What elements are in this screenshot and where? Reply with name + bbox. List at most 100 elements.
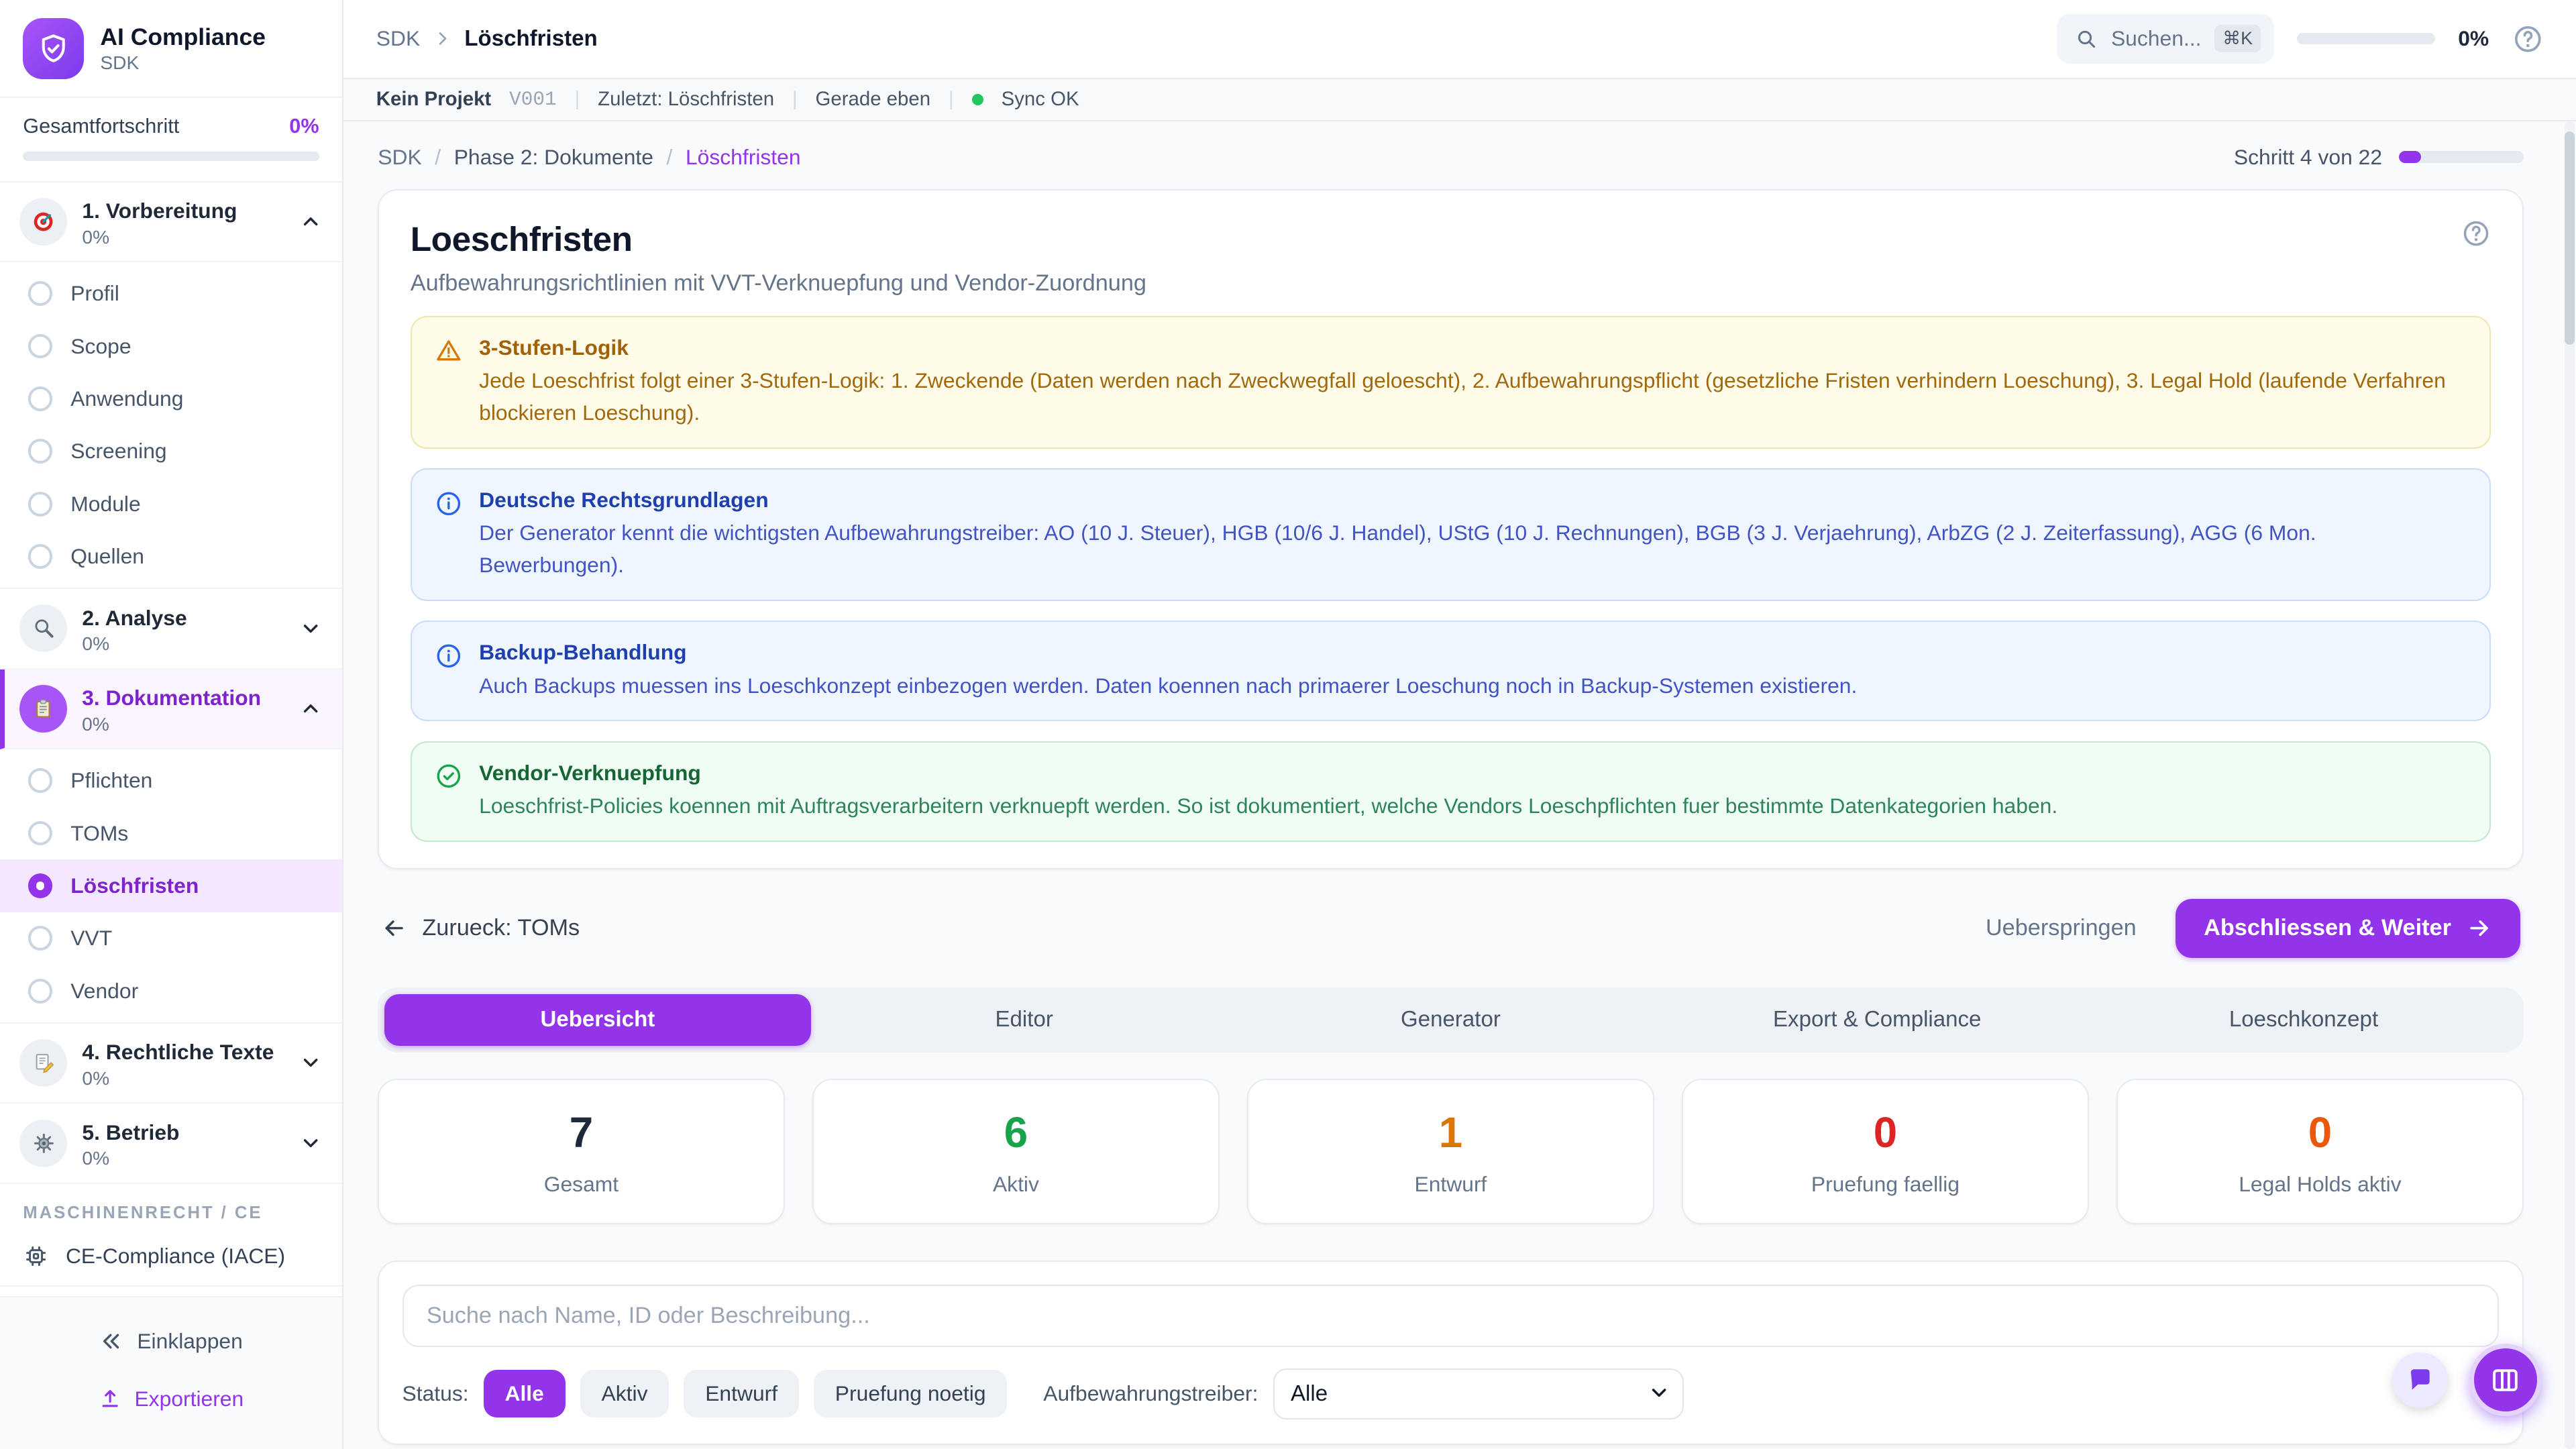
stat-value: 0 bbox=[1873, 1108, 1898, 1157]
sidebar-item-label: Scope bbox=[70, 333, 131, 358]
back-button[interactable]: Zurueck: TOMs bbox=[381, 915, 580, 941]
memo-pencil-icon bbox=[19, 1039, 68, 1087]
magnifier-icon bbox=[19, 604, 68, 653]
export-button[interactable]: Exportieren bbox=[16, 1375, 325, 1423]
section-label: 4. Rechtliche Texte bbox=[82, 1040, 274, 1065]
step-status-icon bbox=[28, 768, 53, 794]
sidebar-item-scope[interactable]: Scope bbox=[0, 320, 342, 372]
stat-value: 1 bbox=[1438, 1108, 1463, 1157]
stat-entwurf: 1 Entwurf bbox=[1247, 1078, 1654, 1224]
step-progress: Schritt 4 von 22 bbox=[2234, 145, 2524, 170]
policy-search-input[interactable] bbox=[402, 1284, 2500, 1347]
sync-status-dot bbox=[971, 93, 983, 105]
tab-uebersicht[interactable]: Uebersicht bbox=[384, 994, 811, 1046]
sidebar-item-loeschfristen[interactable]: Löschfristen bbox=[0, 859, 342, 912]
filter-row: Status: Alle Aktiv Entwurf Pruefung noet… bbox=[402, 1368, 2500, 1419]
shield-check-icon bbox=[23, 17, 84, 79]
driver-select[interactable]: Alle bbox=[1273, 1368, 1684, 1419]
status-chip-alle[interactable]: Alle bbox=[483, 1370, 566, 1418]
warning-triangle-icon bbox=[435, 337, 463, 429]
crumb-phase[interactable]: Phase 2: Dokumente bbox=[453, 144, 653, 169]
chat-assistant-button[interactable] bbox=[2392, 1352, 2448, 1408]
help-icon[interactable] bbox=[2461, 219, 2491, 248]
export-label: Exportieren bbox=[134, 1386, 244, 1411]
alert-title: Deutsche Rechtsgrundlagen bbox=[479, 488, 769, 513]
chat-bubble-icon bbox=[2406, 1366, 2434, 1394]
step-label: Schritt 4 von 22 bbox=[2233, 144, 2383, 169]
separator: / bbox=[435, 144, 441, 169]
last-step-label: Zuletzt: Löschfristen bbox=[598, 88, 775, 111]
section-label: 3. Dokumentation bbox=[82, 686, 262, 710]
alert-title: 3-Stufen-Logik bbox=[479, 335, 629, 360]
back-label: Zurueck: TOMs bbox=[422, 915, 580, 941]
alert-text: Auch Backups muessen ins Loeschkonzept e… bbox=[479, 673, 1858, 698]
stat-gesamt: 7 Gesamt bbox=[378, 1078, 785, 1224]
page-head: SDK / Phase 2: Dokumente / Löschfristen … bbox=[378, 144, 2524, 170]
driver-select-wrap: Alle bbox=[1273, 1368, 1684, 1419]
sidebar-section-analyse[interactable]: 2. Analyse 0% bbox=[0, 589, 342, 669]
step-status-icon bbox=[28, 439, 53, 464]
stat-label: Legal Holds aktiv bbox=[2239, 1171, 2402, 1196]
tab-editor[interactable]: Editor bbox=[995, 1007, 1053, 1032]
sidebar-item-toms[interactable]: TOMs bbox=[0, 807, 342, 859]
status-chip-aktiv[interactable]: Aktiv bbox=[580, 1370, 669, 1418]
step-status-icon bbox=[28, 281, 53, 307]
sidebar-section-vorbereitung[interactable]: 1. Vorbereitung 0% bbox=[0, 182, 342, 263]
sidebar-section-rechtliche-texte[interactable]: 4. Rechtliche Texte 0% bbox=[0, 1024, 342, 1104]
page-title: Loeschfristen bbox=[410, 219, 633, 258]
project-label: Kein Projekt bbox=[376, 88, 492, 111]
search-placeholder: Suchen... bbox=[2110, 26, 2202, 51]
section-items: Pflichten TOMs Löschfristen VVT Vendor bbox=[0, 749, 342, 1024]
sidebar-item-label: Vendor bbox=[70, 978, 139, 1003]
sidebar-item-ce-compliance[interactable]: CE-Compliance (IACE) bbox=[0, 1230, 342, 1287]
status-chip-pruefung-noetig[interactable]: Pruefung noetig bbox=[813, 1370, 1008, 1418]
app-logo: AI Compliance SDK bbox=[0, 0, 342, 99]
global-progress-bar bbox=[2297, 33, 2435, 45]
sidebar-item-label: Profil bbox=[70, 281, 119, 306]
sidebar-item-module[interactable]: Module bbox=[0, 478, 342, 530]
complete-next-button[interactable]: Abschliessen & Weiter bbox=[2176, 898, 2520, 958]
alert-warning: 3-Stufen-Logik Jede Loeschfrist folgt ei… bbox=[410, 316, 2491, 449]
breadcrumb: SDK Löschfristen bbox=[376, 26, 598, 52]
section-label: 2. Analyse bbox=[82, 605, 187, 630]
sync-status-label: Sync OK bbox=[1001, 88, 1079, 111]
app-title: AI Compliance bbox=[100, 23, 266, 50]
section-progress: 0% bbox=[82, 1148, 110, 1169]
sidebar-item-label: Anwendung bbox=[70, 386, 184, 411]
sidebar-item-pflichten[interactable]: Pflichten bbox=[0, 755, 342, 807]
tab-export-compliance[interactable]: Export & Compliance bbox=[1773, 1007, 1982, 1032]
intro-card: Loeschfristen Aufbewahrungsrichtlinien m… bbox=[378, 189, 2524, 869]
tab-generator[interactable]: Generator bbox=[1401, 1007, 1501, 1032]
sidebar-item-label: Module bbox=[70, 491, 141, 516]
skip-button[interactable]: Ueberspringen bbox=[1985, 915, 2137, 941]
global-search-button[interactable]: Suchen... ⌘K bbox=[2057, 14, 2274, 64]
sidebar-item-quellen[interactable]: Quellen bbox=[0, 530, 342, 582]
section-label: 1. Vorbereitung bbox=[82, 199, 237, 223]
main-area: SDK Löschfristen Suchen... ⌘K 0% Kein Pr… bbox=[343, 0, 2576, 1449]
sidebar-item-profil[interactable]: Profil bbox=[0, 268, 342, 320]
sidebar: AI Compliance SDK Gesamtfortschritt 0% 1… bbox=[0, 0, 343, 1449]
topbar: SDK Löschfristen Suchen... ⌘K 0% bbox=[343, 0, 2576, 79]
panel-toggle-button[interactable] bbox=[2469, 1344, 2542, 1417]
breadcrumb-root[interactable]: SDK bbox=[376, 26, 421, 51]
global-progress-value: 0% bbox=[2458, 26, 2489, 51]
scrollbar-thumb[interactable] bbox=[2564, 131, 2575, 345]
chevron-down-icon bbox=[299, 1132, 322, 1155]
status-chip-entwurf[interactable]: Entwurf bbox=[684, 1370, 799, 1418]
sidebar-item-vvt[interactable]: VVT bbox=[0, 912, 342, 965]
crumb-root[interactable]: SDK bbox=[378, 144, 422, 169]
tab-loeschkonzept[interactable]: Loeschkonzept bbox=[2229, 1007, 2379, 1032]
sidebar-item-screening[interactable]: Screening bbox=[0, 425, 342, 478]
stat-label: Pruefung faellig bbox=[1811, 1171, 1960, 1196]
overall-progress-bar bbox=[23, 151, 319, 162]
sidebar-item-vendor[interactable]: Vendor bbox=[0, 965, 342, 1017]
scrollbar[interactable] bbox=[2564, 121, 2575, 1449]
breadcrumb-current: Löschfristen bbox=[464, 25, 598, 51]
sidebar-section-dokumentation[interactable]: 3. Dokumentation 0% bbox=[0, 669, 342, 750]
help-icon[interactable] bbox=[2512, 23, 2544, 55]
alert-text: Der Generator kennt die wichtigsten Aufb… bbox=[479, 521, 2316, 578]
collapse-sidebar-button[interactable]: Einklappen bbox=[16, 1318, 325, 1365]
sidebar-item-anwendung[interactable]: Anwendung bbox=[0, 372, 342, 425]
sidebar-item-label: Quellen bbox=[70, 544, 145, 569]
sidebar-section-betrieb[interactable]: 5. Betrieb 0% bbox=[0, 1104, 342, 1184]
